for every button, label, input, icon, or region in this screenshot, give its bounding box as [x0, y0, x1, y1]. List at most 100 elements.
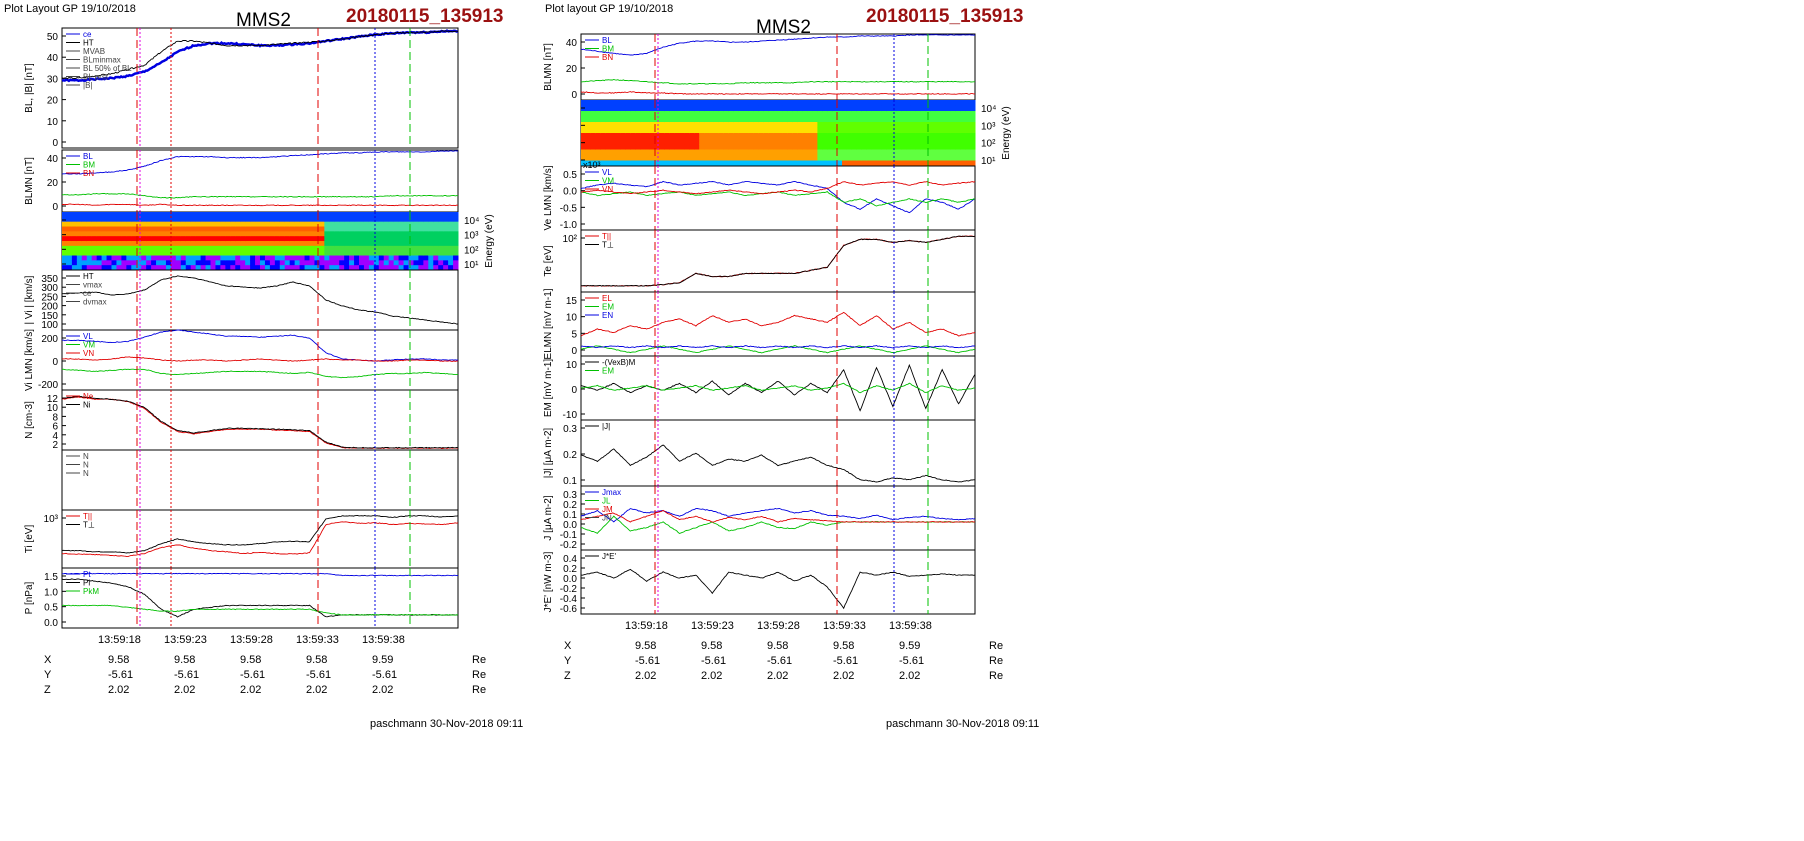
- spectrogram-cell: [413, 212, 419, 218]
- spectrogram-cell: [802, 138, 809, 145]
- spectrogram-cell: [141, 221, 147, 227]
- spectrogram-cell: [851, 122, 858, 128]
- time-tick-label: 13:59:33: [823, 620, 866, 632]
- spectrogram-cell: [856, 149, 863, 156]
- ephemeris-value: 2.02: [372, 684, 394, 696]
- spectrogram-cell: [76, 231, 83, 237]
- spectrogram-cell: [136, 236, 142, 242]
- spectrogram-cell: [388, 226, 395, 232]
- spectrogram-cell: [768, 122, 774, 128]
- spectrogram-cell: [349, 236, 355, 242]
- spectrogram-cell: [763, 105, 769, 112]
- spectrogram-cell: [418, 241, 424, 247]
- spectrogram-cell: [230, 260, 236, 266]
- spectrogram-cell: [797, 116, 804, 123]
- spectrogram-cell: [448, 226, 454, 232]
- spectrogram-cell: [630, 144, 636, 150]
- spectrogram-cell: [106, 212, 112, 218]
- time-tick-label: 13:59:28: [230, 634, 273, 646]
- spectrogram-cell: [170, 216, 177, 223]
- spectrogram-cell: [915, 116, 922, 123]
- spectrogram-cell: [190, 255, 197, 261]
- spectrogram-cell: [413, 236, 419, 242]
- spectrogram-cell: [264, 216, 271, 223]
- spectrogram-cell: [970, 105, 976, 112]
- spectrogram-cell: [210, 212, 216, 218]
- spectrogram-cell: [66, 250, 73, 256]
- spectrogram-cell: [165, 265, 172, 271]
- spectrogram-cell: [590, 138, 597, 145]
- series-line-bl: [61, 150, 459, 175]
- spectrogram-cell: [610, 133, 616, 139]
- spectrogram-cell: [349, 255, 355, 261]
- spectrogram-cell: [822, 127, 828, 134]
- spectrogram-cell: [817, 149, 823, 156]
- spectrogram-cell: [659, 127, 666, 134]
- spectrogram-cell: [950, 122, 956, 128]
- spectrogram-cell: [758, 100, 764, 106]
- spectrogram-cell: [635, 149, 641, 156]
- spectrogram-cell: [605, 100, 612, 106]
- spectrogram-cell: [205, 241, 211, 247]
- spectrogram-cell: [215, 265, 221, 271]
- spectrogram-cell: [131, 250, 137, 256]
- spectrogram-cell: [363, 255, 370, 261]
- spectrogram-cell: [669, 127, 676, 134]
- spectrogram-cell: [299, 212, 306, 218]
- spectrogram-cell: [349, 245, 355, 252]
- spectrogram-cell: [101, 265, 108, 271]
- spectrogram-cell: [817, 144, 823, 150]
- spectrogram-cell: [136, 231, 142, 237]
- spectrogram-cell: [822, 111, 828, 117]
- spectrogram-cell: [876, 116, 882, 123]
- spectrogram-cell: [773, 127, 779, 134]
- spectrogram-cell: [965, 144, 971, 150]
- spectrogram-cell: [428, 216, 434, 223]
- spectrogram-cell: [289, 245, 296, 252]
- spectrogram-cell: [659, 111, 666, 117]
- spectrogram-cell: [837, 127, 843, 134]
- spectrogram-cell: [269, 255, 276, 261]
- spectrogram-cell: [674, 160, 680, 167]
- spectrogram-cell: [180, 216, 187, 223]
- spectrogram-cell: [664, 138, 671, 145]
- spectrogram-cell: [339, 231, 345, 237]
- spectrogram-cell: [309, 221, 315, 227]
- spectrogram-cell: [713, 133, 720, 139]
- spectrogram-cell: [615, 138, 621, 145]
- spectrogram-cell: [713, 138, 720, 145]
- spectrogram-cell: [723, 133, 730, 139]
- spectrogram-cell: [704, 111, 710, 117]
- spectrogram-cell: [126, 221, 132, 227]
- spectrogram-cell: [585, 100, 592, 106]
- spectrogram-cell: [200, 216, 207, 223]
- spectrogram-cell: [225, 226, 231, 232]
- spectrogram-cell: [787, 100, 794, 106]
- spectrogram-cell: [279, 212, 286, 218]
- spectrogram-cell: [368, 212, 375, 218]
- spectrogram-cell: [146, 216, 152, 223]
- spectrogram-cell: [797, 105, 804, 112]
- spectrogram-cell: [443, 226, 449, 232]
- series-line-em: [580, 345, 976, 354]
- spectrogram-cell: [689, 116, 695, 123]
- spectrogram-cell: [255, 231, 261, 237]
- spectrogram-cell: [625, 105, 631, 112]
- spectrogram-cell: [590, 133, 597, 139]
- panel-frame: [61, 509, 459, 569]
- spectrogram-cell: [709, 160, 715, 167]
- spectrogram-cell: [970, 144, 976, 150]
- y-tick-label: 1.0: [44, 587, 58, 598]
- spectrogram-cell: [101, 212, 108, 218]
- spectrogram-cell: [807, 160, 813, 167]
- spectrogram-cell: [309, 241, 315, 247]
- spectrogram-cell: [309, 265, 315, 271]
- spectrogram-cell: [773, 144, 779, 150]
- spectrogram-cell: [842, 122, 848, 128]
- spectrogram-cell: [96, 250, 103, 256]
- spectrogram-cell: [161, 265, 167, 271]
- spectrogram-cell: [368, 250, 375, 256]
- spectrogram-cell: [605, 111, 612, 117]
